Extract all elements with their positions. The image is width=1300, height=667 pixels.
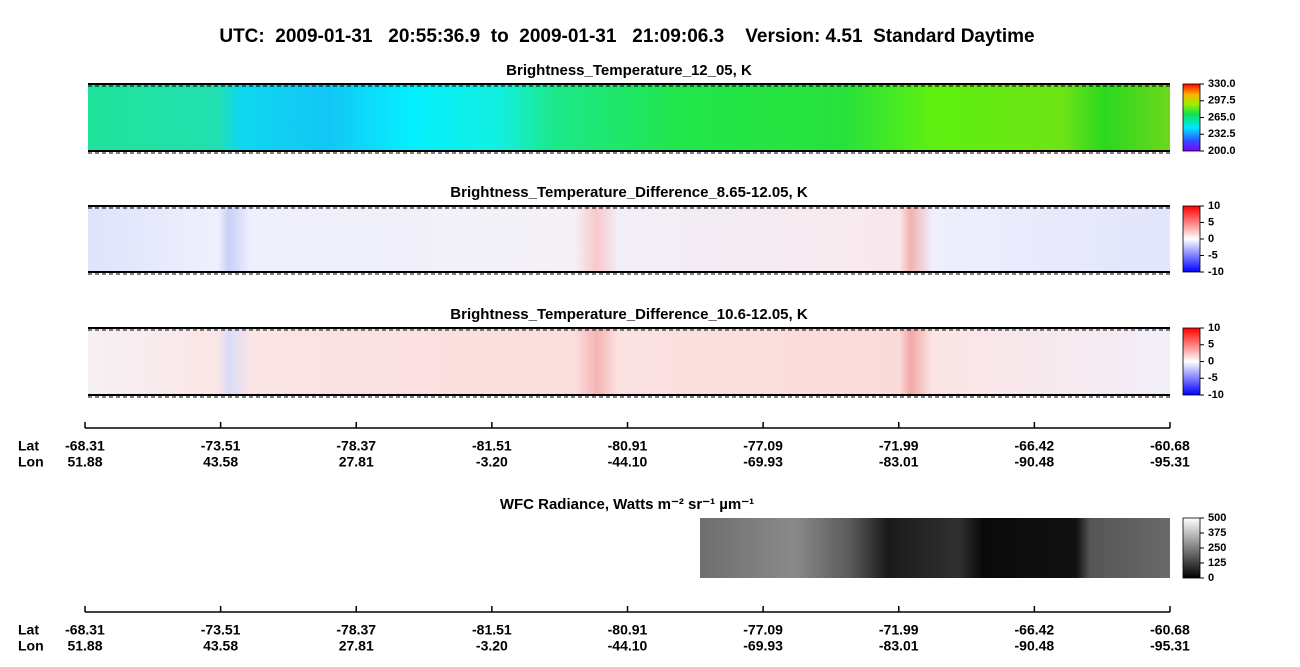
lon-label: 27.81 (339, 638, 374, 654)
colorbar-tick-label: 125 (1208, 557, 1226, 569)
row-label: Lon (18, 454, 44, 470)
colorbar-tick-label: 0 (1208, 572, 1214, 584)
lon-label: -95.31 (1150, 638, 1190, 654)
lon-label: -69.93 (743, 454, 783, 470)
heatmap-image (88, 206, 1170, 272)
colorbar-tick-label: 500 (1208, 512, 1226, 524)
lon-label: -3.20 (476, 638, 508, 654)
colorbar-tick-label: -5 (1208, 372, 1218, 384)
lat-label: -66.42 (1015, 438, 1055, 454)
panel-title: WFC Radiance, Watts m⁻² sr⁻¹ µm⁻¹ (500, 496, 754, 513)
colorbar-tick-label: 5 (1208, 216, 1214, 228)
colorbar-tick-label: 5 (1208, 339, 1214, 351)
lat-label: -66.42 (1015, 622, 1055, 638)
row-label: Lat (18, 438, 39, 454)
lat-label: -68.31 (65, 438, 105, 454)
colorbar-tick-label: 10 (1208, 322, 1220, 334)
lat-label: -73.51 (201, 438, 241, 454)
colorbar-tick-label: 0 (1208, 355, 1214, 367)
colorbar-tick-label: 265.0 (1208, 111, 1236, 123)
colorbar-tick-label: -10 (1208, 389, 1224, 401)
lat-label: -71.99 (879, 622, 919, 638)
colorbar-tick-label: 200.0 (1208, 145, 1236, 157)
lon-label: -69.93 (743, 638, 783, 654)
heatmap-image (700, 518, 1170, 578)
colorbar (1182, 205, 1201, 273)
lon-label: 51.88 (67, 638, 102, 654)
lat-label: -71.99 (879, 438, 919, 454)
colorbar-tick-label: 375 (1208, 527, 1226, 539)
lat-label: -81.51 (472, 622, 512, 638)
colorbar-tick-label: 250 (1208, 542, 1226, 554)
colorbar (1182, 327, 1201, 396)
lon-label: -95.31 (1150, 454, 1190, 470)
lat-label: -77.09 (743, 622, 783, 638)
lon-label: -90.48 (1015, 638, 1055, 654)
lat-label: -80.91 (608, 622, 648, 638)
lat-label: -81.51 (472, 438, 512, 454)
lat-label: -77.09 (743, 438, 783, 454)
main-title: UTC: 2009-01-31 20:55:36.9 to 2009-01-31… (219, 26, 1034, 47)
panel-title: Brightness_Temperature_Difference_8.65-1… (450, 184, 808, 201)
colorbar (1182, 517, 1201, 579)
lat-label: -60.68 (1150, 622, 1190, 638)
colorbar-tick-label: 0 (1208, 233, 1214, 245)
lon-label: 43.58 (203, 638, 238, 654)
lat-label: -80.91 (608, 438, 648, 454)
lat-label: -78.37 (336, 622, 376, 638)
lat-label: -68.31 (65, 622, 105, 638)
lon-label: -83.01 (879, 638, 919, 654)
lon-label: -83.01 (879, 454, 919, 470)
panel-title: Brightness_Temperature_Difference_10.6-1… (450, 306, 808, 323)
colorbar-tick-label: 232.5 (1208, 128, 1236, 140)
row-label: Lon (18, 638, 44, 654)
lon-label: -44.10 (608, 638, 648, 654)
lon-label: 51.88 (67, 454, 102, 470)
colorbar-tick-label: -10 (1208, 266, 1224, 278)
heatmap-image (88, 84, 1170, 151)
colorbar (1182, 83, 1201, 152)
row-label: Lat (18, 622, 39, 638)
lon-label: 43.58 (203, 454, 238, 470)
lat-label: -78.37 (336, 438, 376, 454)
lon-label: 27.81 (339, 454, 374, 470)
lon-label: -3.20 (476, 454, 508, 470)
lat-label: -60.68 (1150, 438, 1190, 454)
lon-label: -44.10 (608, 454, 648, 470)
lat-label: -73.51 (201, 622, 241, 638)
colorbar-tick-label: -5 (1208, 249, 1218, 261)
panel-title: Brightness_Temperature_12_05, K (506, 62, 752, 79)
colorbar-tick-label: 297.5 (1208, 95, 1236, 107)
heatmap-image (88, 328, 1170, 395)
colorbar-tick-label: 330.0 (1208, 78, 1236, 90)
lon-label: -90.48 (1015, 454, 1055, 470)
colorbar-tick-label: 10 (1208, 200, 1220, 212)
